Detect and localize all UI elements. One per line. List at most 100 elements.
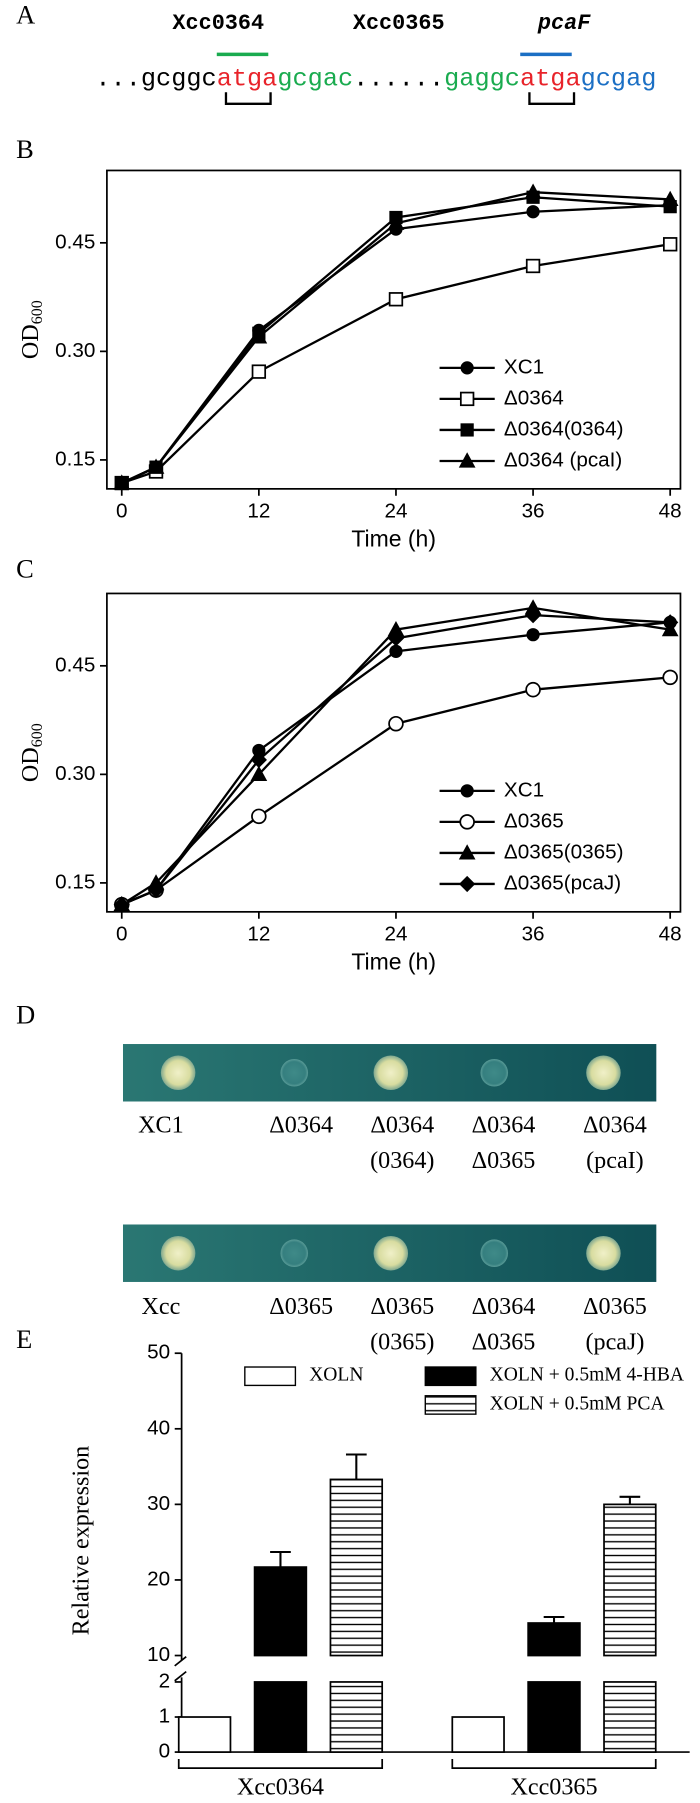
x-axis-label: Time (h) xyxy=(351,949,436,975)
legend-label: XC1 xyxy=(504,778,544,801)
legend-label: Δ0364(0364) xyxy=(504,417,624,440)
bar xyxy=(451,1716,505,1753)
colony xyxy=(373,1235,409,1271)
marker xyxy=(388,715,404,732)
bar-upper xyxy=(329,1478,384,1657)
x-tick-label: Xcc0364 xyxy=(237,1773,324,1800)
strain-label: Δ0365 xyxy=(472,1329,536,1356)
panel-label: C xyxy=(16,554,34,584)
colony xyxy=(160,1055,196,1091)
legend-swatch xyxy=(424,1395,477,1415)
marker xyxy=(387,214,405,230)
legend-marker xyxy=(459,875,476,893)
y-tick-label: 0.15 xyxy=(55,870,95,893)
panel-label: D xyxy=(16,1000,35,1030)
sequence-part: atga xyxy=(217,64,278,93)
error-bar xyxy=(345,1453,367,1480)
marker xyxy=(113,896,130,913)
marker xyxy=(662,237,678,252)
panel-label: E xyxy=(16,1324,32,1354)
legend-label: Δ0365(0365) xyxy=(504,840,624,863)
colony xyxy=(280,1058,309,1087)
marker xyxy=(661,190,679,207)
y-tick-label: 0.15 xyxy=(55,447,95,470)
error-bar xyxy=(270,1550,291,1568)
panel-label: A xyxy=(16,0,35,30)
plot-frame xyxy=(106,592,682,913)
colony xyxy=(280,1239,309,1268)
colony xyxy=(480,1058,509,1087)
marker xyxy=(389,644,403,658)
x-tick-label: 36 xyxy=(522,922,545,945)
legend-label: Δ0365 xyxy=(504,809,564,832)
bar xyxy=(177,1716,232,1753)
strain-label: Δ0365 xyxy=(370,1293,434,1320)
strain-label: Δ0364 xyxy=(269,1111,333,1138)
legend-marker xyxy=(460,423,474,437)
x-tick-label: 24 xyxy=(384,922,407,945)
legend-marker xyxy=(460,784,474,798)
marker xyxy=(250,328,268,344)
strain-label: (pcaI) xyxy=(586,1147,644,1174)
bar-upper xyxy=(603,1503,657,1657)
colony xyxy=(480,1239,509,1268)
legend-label: Δ0365(pcaJ) xyxy=(504,871,621,894)
strain-label: Δ0365 xyxy=(269,1293,333,1320)
sequence-part: atga xyxy=(520,64,581,93)
legend-marker xyxy=(460,361,474,375)
legend-label: Δ0364 (pcaI) xyxy=(504,448,622,471)
codon-bracket xyxy=(224,92,272,105)
y-axis-label: Relative expression xyxy=(67,1446,94,1636)
x-tick-label: Xcc0365 xyxy=(510,1773,597,1800)
y-axis-label-sub: 600 xyxy=(29,723,46,747)
x-tick-label: 0 xyxy=(116,922,127,945)
panel-label: B xyxy=(16,134,34,164)
marker xyxy=(526,628,540,642)
legend-marker xyxy=(459,814,475,830)
bar-upper xyxy=(253,1566,308,1657)
y-axis-label-main: OD xyxy=(17,324,44,359)
colony xyxy=(586,1235,621,1271)
bar-lower xyxy=(603,1681,657,1753)
marker xyxy=(250,765,268,781)
legend-label: XOLN + 0.5mM 4-HBA xyxy=(490,1365,684,1386)
marker xyxy=(388,292,404,307)
y-tick-label: 10 xyxy=(147,1643,170,1666)
strain-label: Δ0364 xyxy=(472,1111,536,1138)
marker xyxy=(524,183,542,199)
plot-frame xyxy=(106,169,682,490)
strain-label: Δ0364 xyxy=(472,1293,536,1320)
y-tick-label: 2 xyxy=(159,1669,171,1692)
strain-label: Δ0365 xyxy=(583,1293,647,1320)
y-tick-label: 0.45 xyxy=(55,230,95,253)
marker xyxy=(147,458,165,474)
gene-name: pcaF xyxy=(537,11,591,36)
x-axis-label: Time (h) xyxy=(351,526,436,552)
bar-lower xyxy=(527,1681,581,1753)
legend-swatch xyxy=(244,1366,297,1387)
x-tick-label: 0 xyxy=(116,499,127,522)
strain-label: (0365) xyxy=(370,1329,434,1356)
sequence-part: gcgag xyxy=(581,64,657,93)
x-tick-label: 12 xyxy=(247,499,270,522)
group-bracket xyxy=(451,1758,657,1770)
legend-marker xyxy=(458,452,476,468)
gene-name: Xcc0365 xyxy=(353,11,445,36)
strain-label: Δ0364 xyxy=(583,1111,647,1138)
sequence-part: ...gcggc xyxy=(95,64,216,93)
sequence: ...gcggcatgagcgac......gaggcatgagcgag xyxy=(95,64,656,93)
marker xyxy=(113,474,131,490)
y-tick-label: 0.45 xyxy=(55,653,95,676)
x-tick-label: 24 xyxy=(384,499,407,522)
strain-label: Δ0364 xyxy=(370,1111,434,1138)
colony xyxy=(586,1055,621,1091)
y-axis-label: OD600 xyxy=(17,300,46,359)
marker xyxy=(147,882,165,899)
marker xyxy=(251,808,267,825)
y-tick-label: 0.30 xyxy=(55,339,95,362)
error-bar xyxy=(619,1495,641,1505)
strain-label: (0364) xyxy=(370,1147,434,1174)
legend-swatch xyxy=(424,1366,477,1387)
marker xyxy=(387,630,405,647)
